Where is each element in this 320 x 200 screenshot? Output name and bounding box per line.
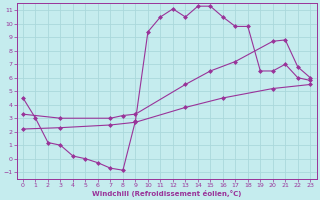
X-axis label: Windchill (Refroidissement éolien,°C): Windchill (Refroidissement éolien,°C) <box>92 190 241 197</box>
